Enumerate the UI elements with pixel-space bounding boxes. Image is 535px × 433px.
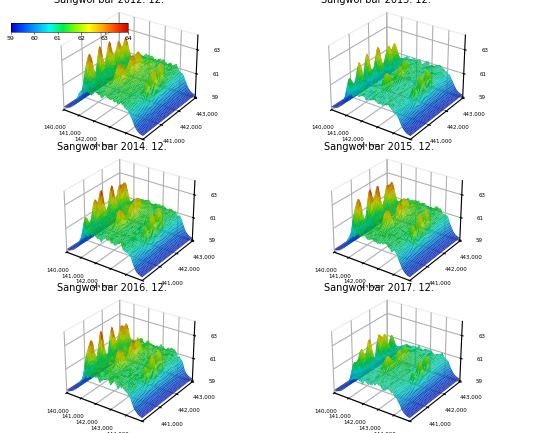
Text: Sangwol bar 2015. 12.: Sangwol bar 2015. 12. — [324, 142, 434, 152]
Text: Sangwol bar 2016. 12.: Sangwol bar 2016. 12. — [57, 283, 167, 293]
Text: Sangwol bar 2013. 12.: Sangwol bar 2013. 12. — [321, 0, 431, 5]
Text: Sangwol bar 2017. 12.: Sangwol bar 2017. 12. — [324, 283, 434, 293]
Text: Sangwol bar 2014. 12.: Sangwol bar 2014. 12. — [57, 142, 167, 152]
Text: Sangwol bar 2012. 12.: Sangwol bar 2012. 12. — [54, 0, 164, 5]
